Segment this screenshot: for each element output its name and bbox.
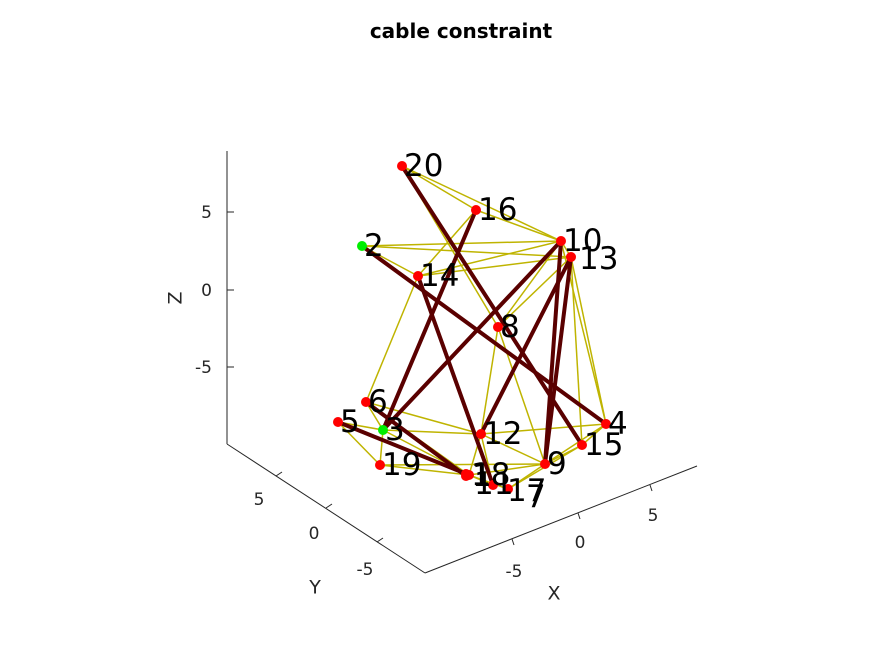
x-tick-label: -5 (506, 562, 523, 582)
bar-line (416, 274, 495, 487)
bar-line (381, 208, 478, 432)
node-label: 3 (385, 412, 405, 448)
node-label: 15 (584, 427, 623, 463)
cable-line (570, 256, 583, 446)
z-tick-label: 0 (201, 281, 212, 301)
node-label: 2 (364, 228, 384, 264)
x-tick-mark (649, 484, 653, 492)
y-tick-mark (325, 503, 333, 509)
node-label: 9 (547, 446, 567, 482)
node-label: 14 (420, 258, 459, 294)
cable-line (581, 423, 607, 446)
y-tick-mark (275, 471, 283, 477)
x-axis-label: X (547, 583, 560, 605)
node-marker (333, 417, 343, 427)
node-label: 5 (340, 404, 360, 440)
node-marker (566, 252, 576, 262)
node-label: 11 (474, 466, 513, 502)
cable-line (544, 423, 607, 465)
cable-line (417, 209, 477, 277)
bar-line (364, 400, 468, 478)
cable-line (379, 463, 546, 466)
node-label: 13 (579, 241, 618, 277)
node-marker (556, 236, 566, 246)
cable-line (480, 423, 607, 435)
node-label: 7 (526, 479, 546, 515)
bar-line (381, 239, 563, 432)
fixed-node-marker (357, 241, 367, 251)
y-tick-label: 5 (254, 490, 265, 510)
node-label: 4 (608, 406, 628, 442)
node-marker (601, 419, 611, 429)
node-marker (413, 271, 423, 281)
x-axis-line (424, 465, 698, 574)
node-label: 16 (478, 192, 517, 228)
node-marker (540, 459, 550, 469)
node-label: 18 (471, 457, 510, 493)
cable-line (570, 256, 607, 425)
y-axis-label: Y (308, 577, 321, 599)
node-marker (375, 460, 385, 470)
node-label: 12 (483, 416, 522, 452)
axes: 5 0 -5 5 0 -5 -5 0 5 Z Y X (165, 151, 698, 605)
cable-line (365, 401, 384, 431)
y-tick-mark (376, 537, 384, 543)
node-label: 1 (472, 458, 492, 494)
node-label: 6 (368, 384, 388, 420)
nodes-layer (333, 161, 611, 494)
node-marker (577, 440, 587, 450)
node-label: 19 (382, 447, 421, 483)
z-tick-label: -5 (195, 358, 212, 378)
cable-line (401, 165, 477, 211)
y-tick-label: -5 (357, 560, 374, 580)
node-marker (361, 397, 371, 407)
node-marker (464, 470, 474, 480)
x-tick-label: 0 (575, 533, 586, 553)
chart-title: cable constraint (370, 19, 553, 43)
x-tick-mark (511, 538, 515, 546)
bar-line (336, 420, 471, 477)
cable-line (382, 429, 482, 435)
node-label: 17 (507, 473, 546, 509)
cable-line (475, 209, 562, 242)
cable-line (480, 433, 546, 465)
node-label: 20 (404, 148, 443, 184)
bar-line (543, 255, 573, 466)
node-marker (476, 429, 486, 439)
cable-line (361, 245, 572, 258)
cable-line (468, 463, 546, 476)
node-marker (493, 322, 503, 332)
cable-line (417, 240, 562, 277)
z-axis-label: Z (165, 291, 187, 304)
x-tick-mark (577, 512, 581, 520)
cable-line (365, 401, 482, 435)
node-label: 10 (563, 223, 602, 259)
fixed-node-marker (378, 425, 388, 435)
cable-line (365, 275, 419, 403)
y-axis-line (226, 443, 426, 574)
cable-line (497, 240, 562, 328)
y-tick-label: 0 (309, 524, 320, 544)
cable-line (379, 464, 470, 476)
node-label: 8 (500, 309, 520, 345)
z-tick-label: 5 (201, 203, 212, 223)
node-marker (503, 484, 513, 494)
node-marker (471, 205, 481, 215)
bar-line (479, 255, 573, 436)
cable-line (337, 421, 381, 466)
cable-line (379, 429, 384, 466)
node-marker (488, 480, 498, 490)
x-tick-label: 5 (648, 506, 659, 526)
bar-line (360, 244, 608, 426)
node-marker (397, 161, 407, 171)
bars-layer (336, 164, 608, 487)
cable-line (401, 165, 562, 242)
